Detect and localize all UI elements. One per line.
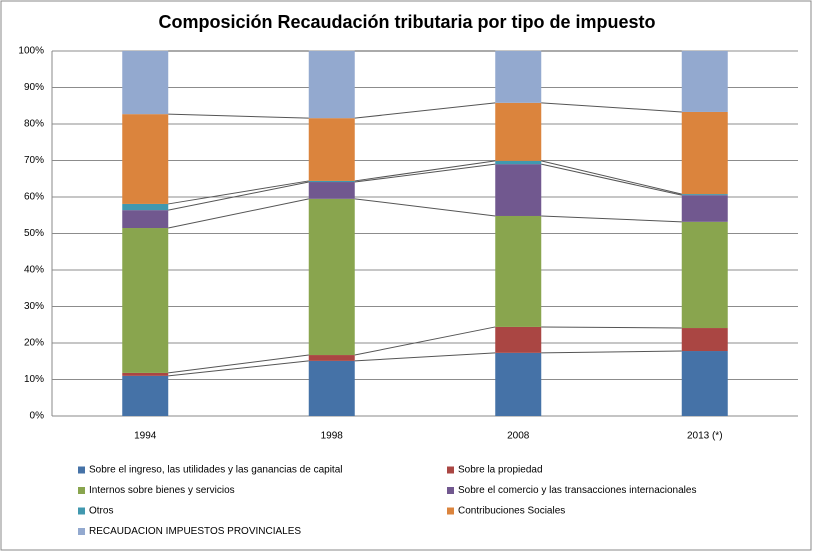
series-line <box>541 350 682 354</box>
series-line <box>168 113 309 119</box>
bar-segment <box>495 215 542 327</box>
legend-swatch <box>447 507 454 515</box>
series-line <box>541 326 682 329</box>
x-tick-label: 1994 <box>134 431 157 442</box>
bar-segment <box>495 326 542 353</box>
bar-segment <box>681 111 728 195</box>
y-tick-label: 50% <box>24 228 44 239</box>
y-tick-label: 20% <box>24 338 44 349</box>
chart-title: Composición Recaudación tributaria por t… <box>158 12 655 32</box>
bar-segment <box>122 114 169 204</box>
bar-segment <box>122 228 169 373</box>
legend-label: Contribuciones Sociales <box>458 506 565 517</box>
legend-label: Sobre el ingreso, las utilidades y las g… <box>89 465 343 476</box>
bar-segment <box>122 372 169 376</box>
series-line <box>354 102 496 119</box>
series-line <box>541 215 682 223</box>
y-tick-label: 40% <box>24 265 44 276</box>
bar-segment <box>308 360 355 416</box>
series-line <box>354 198 496 217</box>
y-tick-label: 90% <box>24 82 44 93</box>
bar-segment <box>681 51 728 112</box>
series-line <box>541 160 682 195</box>
bar-segment <box>122 210 169 229</box>
bar-segment <box>681 194 728 196</box>
bar-segment <box>681 328 728 352</box>
bar-segment <box>308 198 355 356</box>
y-tick-label: 80% <box>24 119 44 130</box>
bar-segment <box>308 355 355 361</box>
bar-segment <box>495 164 542 216</box>
legend-swatch <box>447 466 454 474</box>
series-line <box>354 326 496 356</box>
series-line <box>354 160 496 182</box>
series-line <box>354 352 496 362</box>
legend-label: Sobre el comercio y las transacciones in… <box>458 485 696 496</box>
bar-segment <box>122 203 169 211</box>
bar-segment <box>122 375 169 416</box>
series-line <box>354 163 496 183</box>
bar-segment <box>681 195 728 222</box>
legend-label: Otros <box>89 506 113 517</box>
legend-swatch <box>447 487 454 494</box>
series-line <box>541 163 682 196</box>
bar-segment <box>495 352 542 416</box>
bar-segment <box>681 221 728 329</box>
series-line <box>168 180 309 205</box>
legend-swatch <box>78 507 85 515</box>
bar-segment <box>308 118 355 181</box>
bar-segment <box>495 102 542 161</box>
y-tick-label: 30% <box>24 301 44 312</box>
y-tick-label: 60% <box>24 192 44 203</box>
legend-label: Sobre la propiedad <box>458 465 543 476</box>
series-line <box>168 354 309 374</box>
y-tick-label: 0% <box>30 411 45 422</box>
x-tick-label: 1998 <box>321 431 344 442</box>
legend-label: Internos sobre bienes y servicios <box>89 485 235 496</box>
legend-swatch <box>78 466 85 474</box>
x-tick-label: 2008 <box>507 431 530 442</box>
legend-swatch <box>78 487 85 494</box>
series-line <box>168 198 309 229</box>
bar-segment <box>308 51 355 119</box>
bar-segment <box>495 160 542 165</box>
legend-swatch <box>78 528 85 535</box>
bar-segment <box>495 51 542 103</box>
series-line <box>168 181 309 211</box>
bar-segment <box>308 182 355 199</box>
series-line <box>541 102 682 113</box>
y-tick-label: 100% <box>18 46 44 57</box>
y-tick-label: 10% <box>24 374 44 385</box>
y-tick-label: 70% <box>24 155 44 166</box>
bar-segment <box>122 51 169 115</box>
x-tick-label: 2013 (*) <box>687 431 723 442</box>
legend-label: RECAUDACION IMPUESTOS PROVINCIALES <box>89 526 301 537</box>
series-line <box>168 360 309 377</box>
bar-segment <box>681 351 728 416</box>
bar-segment <box>308 180 355 183</box>
